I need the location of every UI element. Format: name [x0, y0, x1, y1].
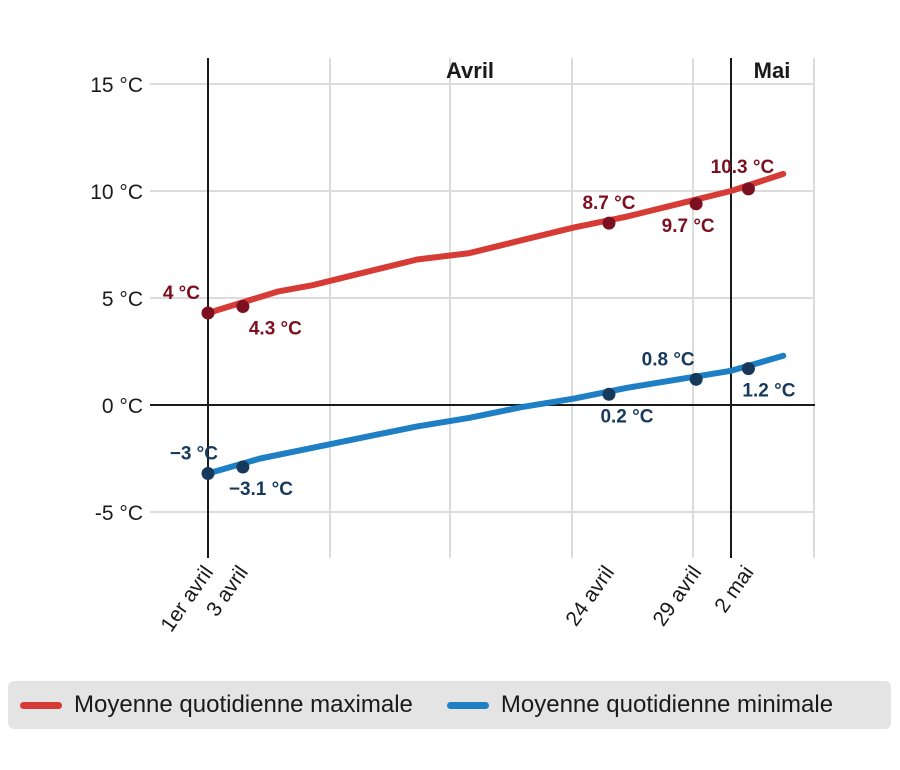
series-line-1: [205, 352, 787, 477]
data-point-1-1: [236, 460, 250, 474]
data-point-0-3: [689, 197, 703, 211]
legend-swatch-max: [20, 701, 62, 709]
data-label-0-0: 4 °C: [163, 283, 200, 304]
series-lines: [201, 170, 787, 480]
data-point-0-2: [602, 216, 616, 230]
data-point-0-0: [201, 306, 215, 320]
data-label-1-1: −3.1 °C: [229, 479, 293, 500]
data-point-0-1: [236, 300, 250, 314]
y-tick-label-0: 15 °C: [90, 74, 143, 97]
grid: [150, 58, 815, 558]
y-tick-label-4: -5 °C: [95, 502, 143, 525]
data-label-0-4: 10.3 °C: [711, 157, 775, 178]
data-point-1-4: [741, 362, 755, 376]
data-label-1-0: −3 °C: [170, 443, 219, 464]
legend-label-max: Moyenne quotidienne maximale: [74, 691, 413, 718]
x-tick-label-3: 29 avril: [649, 562, 707, 631]
y-tick-label-1: 10 °C: [90, 181, 143, 204]
data-point-1-2: [602, 387, 616, 401]
legend-swatch-min: [446, 701, 489, 709]
legend-label-min: Moyenne quotidienne minimale: [500, 691, 834, 718]
data-label-1-2: 0.2 °C: [600, 406, 653, 427]
x-tick-label-4: 2 mai: [710, 562, 758, 617]
data-label-1-4: 1.2 °C: [742, 381, 795, 402]
legend-item-max: Moyenne quotidienne maximale: [20, 691, 413, 719]
data-point-1-3: [689, 372, 703, 386]
data-label-0-3: 9.7 °C: [662, 216, 715, 237]
x-tick-label-2: 24 avril: [561, 562, 619, 631]
legend-item-min: Moyenne quotidienne minimale: [446, 691, 834, 719]
legend: Moyenne quotidienne maximale Moyenne quo…: [8, 681, 891, 729]
y-tick-label-3: 0 °C: [102, 395, 143, 418]
data-label-0-2: 8.7 °C: [582, 193, 635, 214]
y-tick-label-2: 5 °C: [102, 288, 143, 311]
data-label-1-3: 0.8 °C: [642, 349, 695, 370]
data-point-0-4: [741, 182, 755, 196]
data-label-0-1: 4.3 °C: [249, 319, 302, 340]
month-label-1: Mai: [754, 58, 791, 83]
data-point-1-0: [201, 466, 215, 480]
series-line-0: [205, 170, 787, 316]
month-label-0: Avril: [446, 58, 494, 83]
